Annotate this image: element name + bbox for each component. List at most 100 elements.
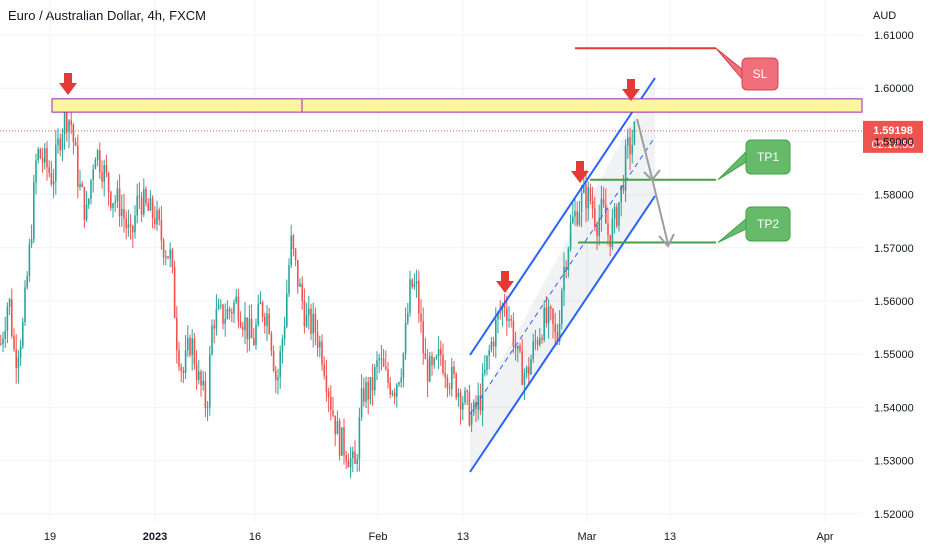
candle-body [561,290,563,325]
tp1-label[interactable]: TP1 [717,139,791,181]
candle-body [96,150,99,160]
candle-body [459,392,462,410]
candle-body [556,332,559,342]
candle-body [382,358,385,367]
candle-body [125,218,127,229]
candle-body [567,248,570,270]
candle-body [239,321,242,327]
down-arrow-4 [622,79,640,101]
candle-body [624,145,627,191]
y-tick-label: 1.59000 [874,136,914,148]
candle-body [596,225,598,237]
candle-body [448,387,451,389]
candle-body [600,199,603,218]
candle-body [411,279,413,287]
candle-body [468,391,471,426]
candle-body [30,239,33,245]
candle-body [283,326,286,339]
candle-body [48,167,50,174]
candle-body [26,276,28,288]
candle-body [6,306,9,331]
tp2-label[interactable]: TP2 [717,206,791,243]
candle-body [103,165,105,182]
candle-body [57,138,59,146]
candle-body [418,280,420,314]
candle-body [429,356,431,382]
candle-body [499,312,501,314]
candle-body [15,349,17,369]
candle-body [215,308,218,329]
candle-body [609,234,611,248]
candle-body [514,346,517,349]
candle-body [187,337,189,351]
candle-body [193,338,196,365]
candle-body [435,356,438,359]
candle-body [616,206,618,227]
x-tick-label: Apr [816,531,833,543]
candle-body [250,318,253,339]
candle-body [292,235,295,250]
candle-body [235,296,237,303]
candle-body [391,392,394,395]
price-badge: 1.59198 02:16:55 [863,120,923,153]
candle-body [479,395,482,411]
candle-body [270,333,273,351]
candle-body [314,313,317,333]
candle-body [2,338,4,344]
candle-body [299,283,301,287]
candle-body [184,350,187,373]
candle-body [206,407,209,409]
candle-body [305,314,308,327]
candle-body [396,384,398,397]
tp1-label-box [745,139,791,175]
candle-body [171,249,174,267]
candle-body [477,395,479,410]
candle-body [631,144,633,155]
candle-body [182,370,185,373]
candle-body [424,353,427,360]
sl-label[interactable]: SL [715,47,779,91]
x-tick-label: 16 [249,531,261,543]
candle-body [521,351,523,385]
candle-body [268,313,270,334]
candle-body [85,204,88,220]
candle-body [365,381,367,402]
candle-body [301,283,303,301]
candle-body [272,350,275,371]
candle-body [90,179,92,199]
candle-body [204,380,207,408]
candle-body [129,224,132,227]
price-badge-box [863,120,923,153]
candle-body [198,371,200,380]
candle-body [464,390,466,403]
candle-body [35,160,37,183]
candle-body [541,338,543,340]
tp1-label-pointer [717,150,747,181]
candle-body [50,173,53,185]
candle-body [158,210,160,220]
y-tick-label: 1.57000 [874,243,914,255]
candle-body [217,305,220,309]
candle-body [503,305,506,309]
candle-body [534,340,537,342]
y-tick-label: 1.54000 [874,402,914,414]
candle-body [325,375,328,392]
candle-body [437,349,440,357]
candle-body [334,415,336,435]
candle-body [523,373,526,385]
candle-body [127,224,130,229]
x-tick-label: 2023 [143,531,167,543]
candle-body [545,307,548,324]
candle-body [338,421,341,456]
candle-body [376,360,378,368]
candle-body [378,358,380,361]
candle-body [121,209,123,217]
candle-body [576,211,578,225]
candle-body [162,240,165,258]
candle-body [88,198,90,205]
down-arrow-3 [571,161,589,183]
candle-body [167,256,169,259]
candle-body [74,141,77,146]
candle-body [620,185,622,203]
